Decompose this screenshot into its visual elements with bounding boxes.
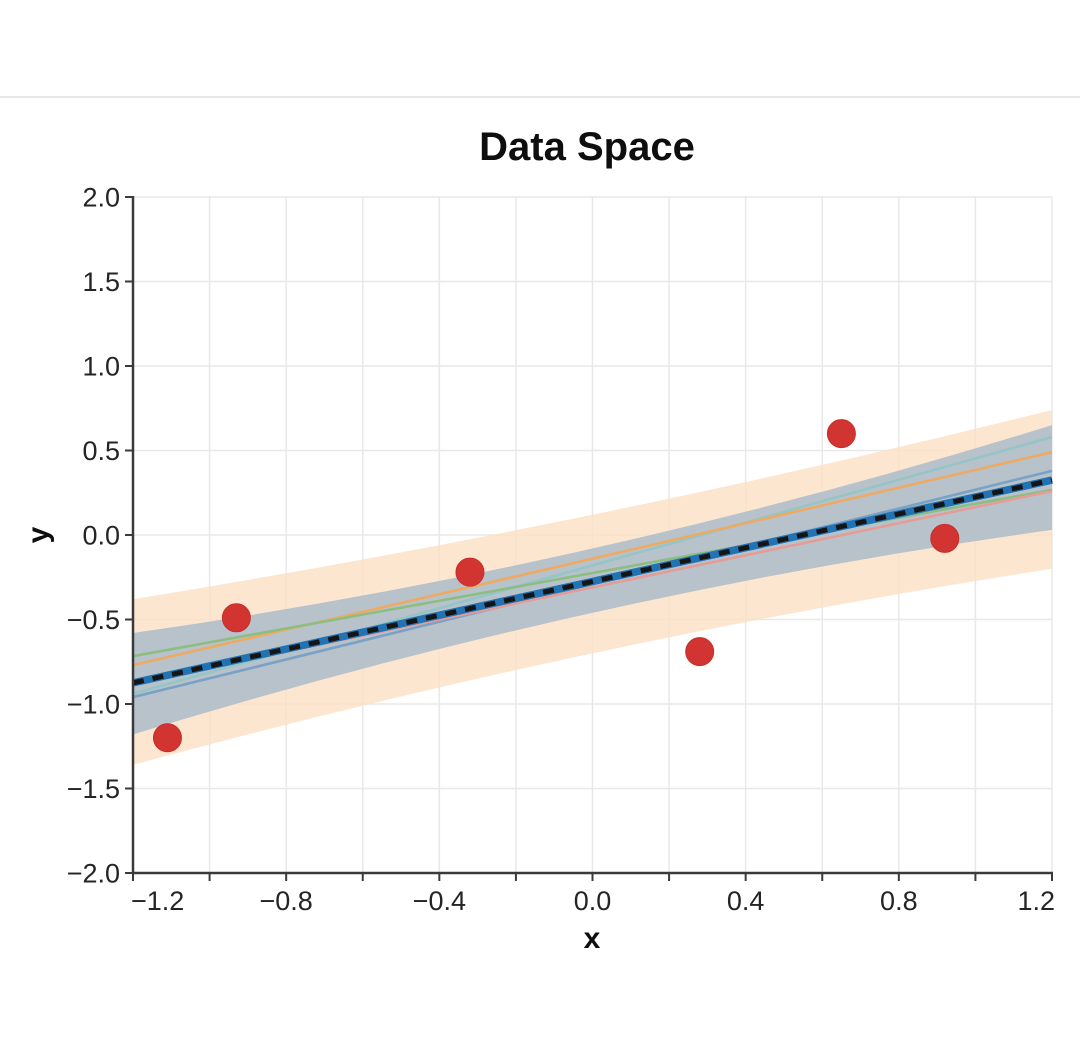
data-point	[685, 637, 715, 667]
y-tick-label: 0.0	[82, 521, 120, 551]
y-tick-label: 2.0	[82, 183, 120, 213]
x-tick-label: −0.4	[413, 886, 466, 916]
x-tick-label: 0.4	[727, 886, 765, 916]
y-tick-label: −1.5	[67, 774, 120, 804]
chart-title: Data Space	[479, 125, 695, 169]
y-tick-label: 1.5	[82, 267, 120, 297]
x-tick-label: −1.2	[131, 886, 184, 916]
mean-line-dashes	[132, 477, 1053, 686]
data-point	[221, 603, 251, 633]
y-tick-label: 0.5	[82, 436, 120, 466]
y-tick-label: −2.0	[67, 859, 120, 889]
text-layer: Data Space x y	[22, 125, 695, 955]
tick-layer: −1.2 −0.8 −0.4 0.0 0.4 0.8 1.2 2.0 1.5 1.0 0.5 0.0 −…	[67, 183, 1055, 917]
data-point	[930, 523, 960, 553]
data-point	[152, 723, 182, 753]
scatter-points-layer	[152, 419, 960, 753]
data-point	[826, 419, 856, 449]
x-tick-label: 0.8	[880, 886, 918, 916]
y-tick-label: 1.0	[82, 352, 120, 382]
mean-line-layer	[132, 476, 1053, 687]
data-point	[455, 557, 485, 587]
x-tick-label: 1.2	[1017, 886, 1055, 916]
pane-divider	[0, 96, 1080, 98]
y-tick-label: −0.5	[67, 605, 120, 635]
y-axis-label: y	[22, 526, 55, 543]
y-tick-label: −1.0	[67, 690, 120, 720]
x-tick-label: 0.0	[574, 886, 612, 916]
x-tick-label: −0.8	[260, 886, 313, 916]
x-axis-label: x	[584, 922, 601, 955]
